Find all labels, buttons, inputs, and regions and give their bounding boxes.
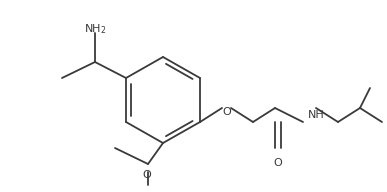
Text: NH$_2$: NH$_2$ xyxy=(84,22,106,36)
Text: O: O xyxy=(222,107,231,117)
Text: NH: NH xyxy=(308,110,325,120)
Text: O: O xyxy=(143,170,151,180)
Text: O: O xyxy=(274,158,283,168)
